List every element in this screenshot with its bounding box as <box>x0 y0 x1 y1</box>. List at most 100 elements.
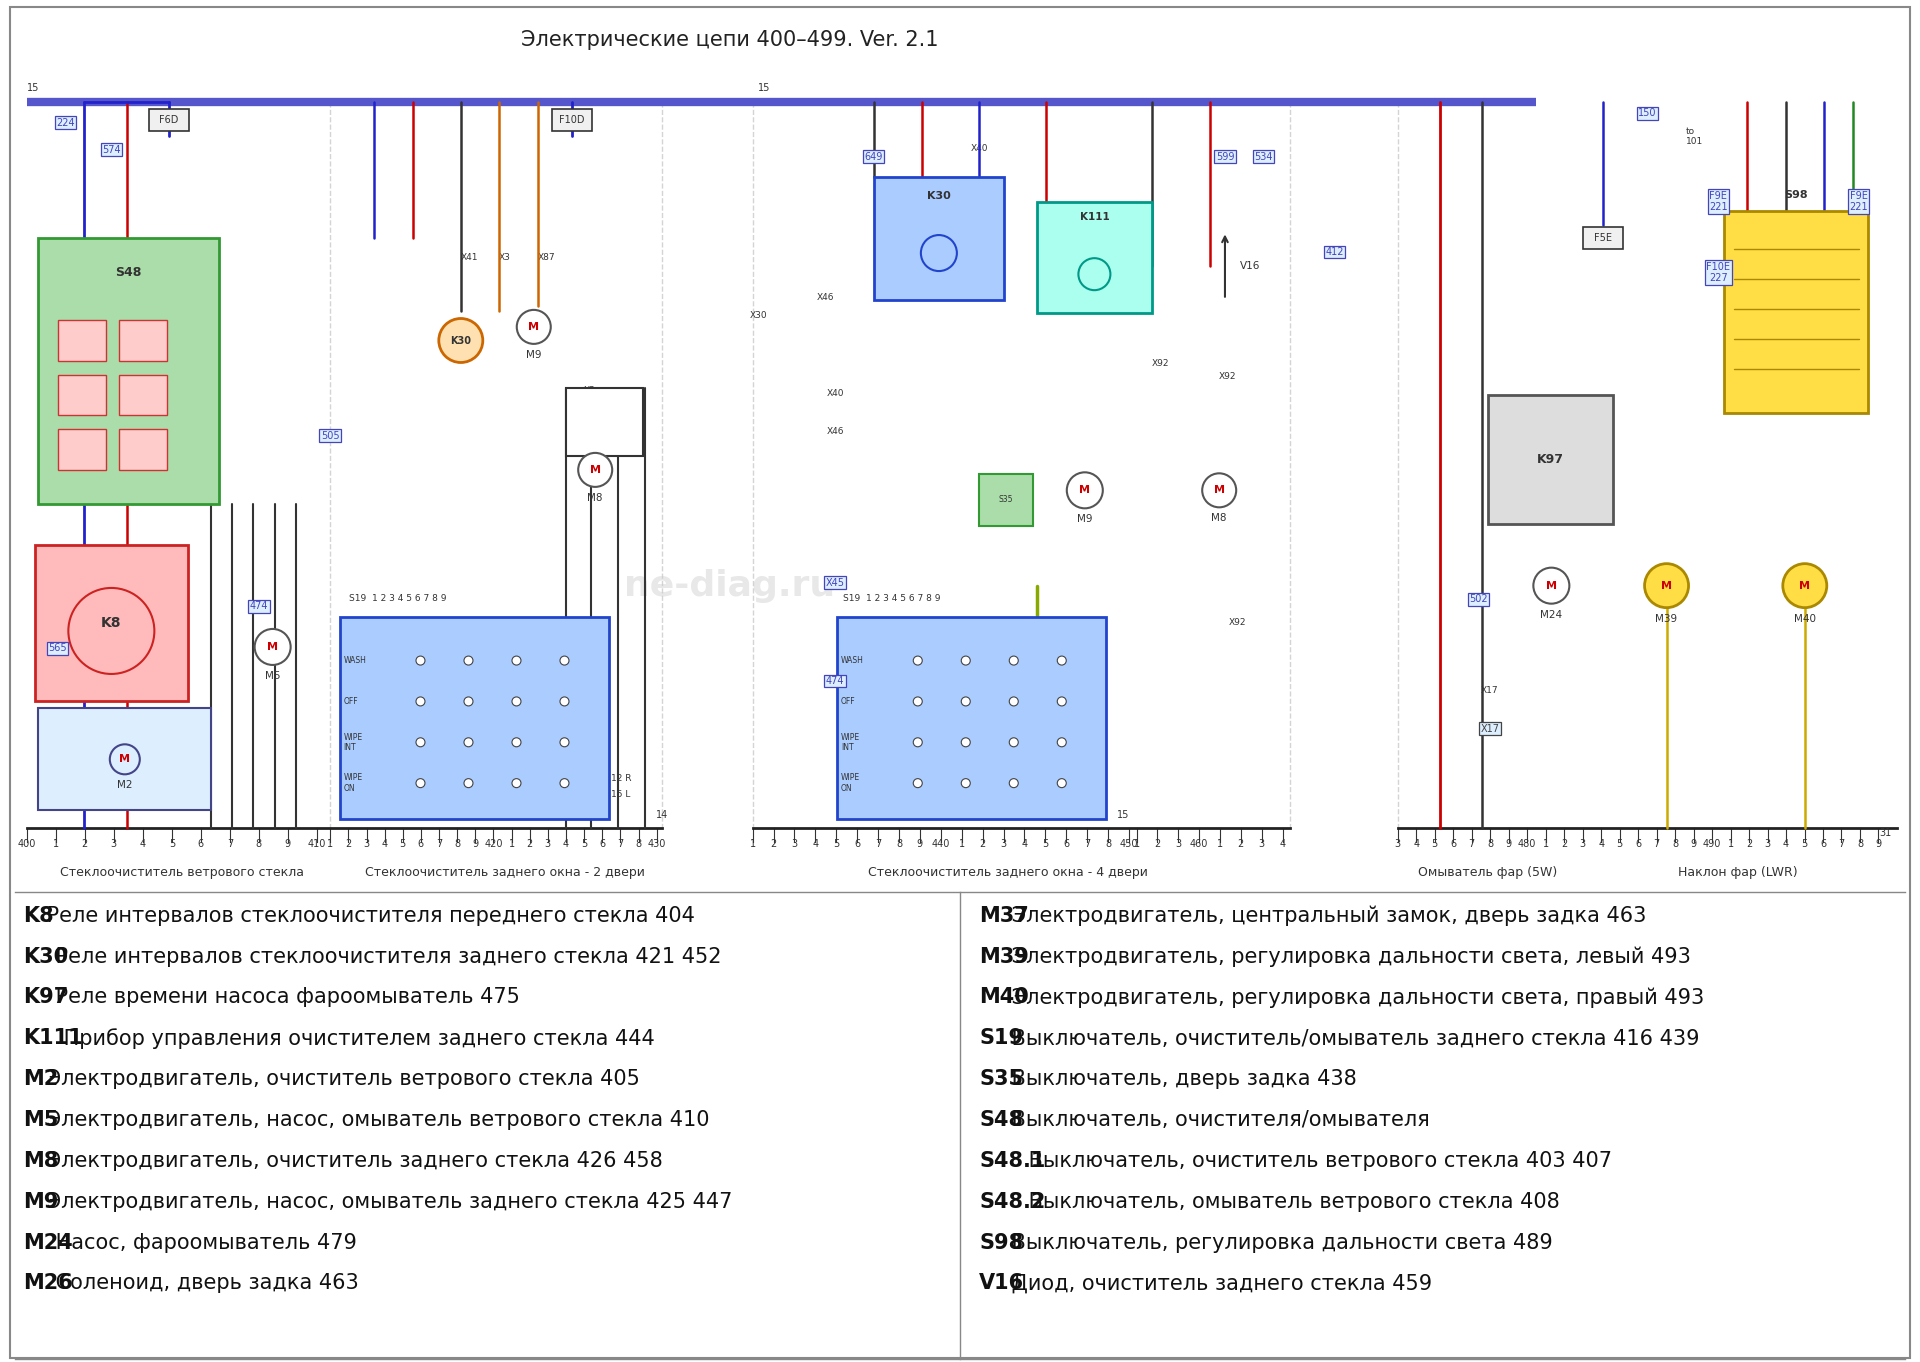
Text: 14: 14 <box>657 810 668 820</box>
Text: 410: 410 <box>307 839 326 849</box>
Circle shape <box>513 656 520 665</box>
Text: 6: 6 <box>1064 839 1069 849</box>
Circle shape <box>1058 779 1066 787</box>
Bar <box>58 375 106 415</box>
Circle shape <box>962 697 970 706</box>
Text: S19  1 2 3 4 5 6 7 8 9: S19 1 2 3 4 5 6 7 8 9 <box>843 594 941 603</box>
Text: M5: M5 <box>265 671 280 681</box>
Circle shape <box>465 656 472 665</box>
Text: M24: M24 <box>23 1233 73 1253</box>
Circle shape <box>1058 738 1066 746</box>
Text: 9: 9 <box>472 839 478 849</box>
Text: X92: X92 <box>931 293 950 302</box>
Text: 15: 15 <box>1117 810 1129 820</box>
Text: S48: S48 <box>115 266 142 279</box>
Text: 460: 460 <box>1190 839 1208 849</box>
Text: 574: 574 <box>102 144 121 155</box>
Circle shape <box>1534 568 1569 603</box>
Text: X41: X41 <box>461 252 478 262</box>
Text: M37: M37 <box>979 906 1029 926</box>
Text: 1: 1 <box>1542 839 1549 849</box>
Text: 2: 2 <box>770 839 778 849</box>
Text: Прибор управления очистителем заднего стекла 444: Прибор управления очистителем заднего ст… <box>58 1028 655 1049</box>
Circle shape <box>465 779 472 787</box>
Text: 1: 1 <box>326 839 334 849</box>
Text: M: M <box>1213 485 1225 496</box>
Text: ne-diag.ru: ne-diag.ru <box>624 569 835 602</box>
Text: 5: 5 <box>1617 839 1622 849</box>
Text: 8: 8 <box>1488 839 1494 849</box>
Text: 2: 2 <box>83 839 88 849</box>
Text: X99: X99 <box>1056 293 1075 302</box>
Text: K97: K97 <box>23 987 69 1008</box>
Text: Стеклоочиститель ветрового стекла: Стеклоочиститель ветрового стекла <box>60 866 305 880</box>
Circle shape <box>1010 697 1018 706</box>
Circle shape <box>417 656 424 665</box>
Bar <box>837 617 1106 819</box>
Text: M9: M9 <box>526 350 541 360</box>
Bar <box>1488 395 1613 524</box>
Text: M: M <box>1546 580 1557 591</box>
Text: 9: 9 <box>284 839 290 849</box>
Text: 7: 7 <box>436 839 442 849</box>
Text: X45: X45 <box>826 577 845 588</box>
Text: 7: 7 <box>876 839 881 849</box>
Bar <box>58 429 106 470</box>
Text: X87: X87 <box>538 252 555 262</box>
Text: 1: 1 <box>1133 839 1140 849</box>
Text: 2: 2 <box>1561 839 1567 849</box>
Text: K111: K111 <box>1079 212 1110 222</box>
Text: 440: 440 <box>931 839 950 849</box>
Text: Стеклоочиститель заднего окна - 2 двери: Стеклоочиститель заднего окна - 2 двери <box>365 866 645 880</box>
Text: 8: 8 <box>1857 839 1862 849</box>
Circle shape <box>516 311 551 343</box>
Text: X3: X3 <box>584 385 595 395</box>
Circle shape <box>914 656 922 665</box>
Text: M9: M9 <box>1077 515 1092 524</box>
Text: 7: 7 <box>1837 839 1845 849</box>
Bar <box>119 375 167 415</box>
Text: Выключатель, очистителя/омывателя: Выключатель, очистителя/омывателя <box>1004 1110 1430 1130</box>
Text: M: M <box>119 755 131 764</box>
Circle shape <box>1079 259 1110 290</box>
Text: S98: S98 <box>979 1233 1023 1253</box>
Text: 2: 2 <box>1745 839 1753 849</box>
Text: 6: 6 <box>854 839 860 849</box>
Text: 1: 1 <box>1217 839 1223 849</box>
Text: F10E
227: F10E 227 <box>1707 262 1730 283</box>
Circle shape <box>962 738 970 746</box>
Text: WASH: WASH <box>344 656 367 665</box>
Text: 7: 7 <box>1469 839 1475 849</box>
Bar <box>150 109 188 131</box>
Text: S35: S35 <box>998 496 1014 504</box>
Text: 599: 599 <box>1215 151 1235 162</box>
Text: WIPE
INT: WIPE INT <box>841 733 860 752</box>
Text: 2: 2 <box>1154 839 1160 849</box>
Text: 1: 1 <box>1728 839 1734 849</box>
Text: Выключатель, дверь задка 438: Выключатель, дверь задка 438 <box>1004 1069 1356 1090</box>
Text: M8: M8 <box>23 1151 58 1171</box>
Text: 3: 3 <box>111 839 117 849</box>
Bar <box>1724 211 1868 413</box>
Text: 3: 3 <box>1764 839 1770 849</box>
Text: M26: M26 <box>23 1273 73 1294</box>
Text: K30: K30 <box>23 947 69 967</box>
Text: M: M <box>1799 580 1811 591</box>
Text: K8: K8 <box>23 906 54 926</box>
Text: 474: 474 <box>250 601 269 612</box>
Text: 7: 7 <box>616 839 624 849</box>
Text: 15 L: 15 L <box>611 790 630 799</box>
Circle shape <box>1058 656 1066 665</box>
Text: Диод, очиститель заднего стекла 459: Диод, очиститель заднего стекла 459 <box>1004 1273 1432 1294</box>
Text: 3: 3 <box>545 839 551 849</box>
Circle shape <box>1068 473 1102 508</box>
Circle shape <box>255 629 290 665</box>
Circle shape <box>1058 697 1066 706</box>
Text: X17: X17 <box>1480 723 1500 734</box>
Text: Электродвигатель, регулировка дальности света, правый 493: Электродвигатель, регулировка дальности … <box>1004 987 1703 1008</box>
Text: 8: 8 <box>897 839 902 849</box>
Circle shape <box>417 779 424 787</box>
Text: 31: 31 <box>1880 828 1891 838</box>
Text: 2: 2 <box>346 839 351 849</box>
Text: 224: 224 <box>56 117 75 128</box>
